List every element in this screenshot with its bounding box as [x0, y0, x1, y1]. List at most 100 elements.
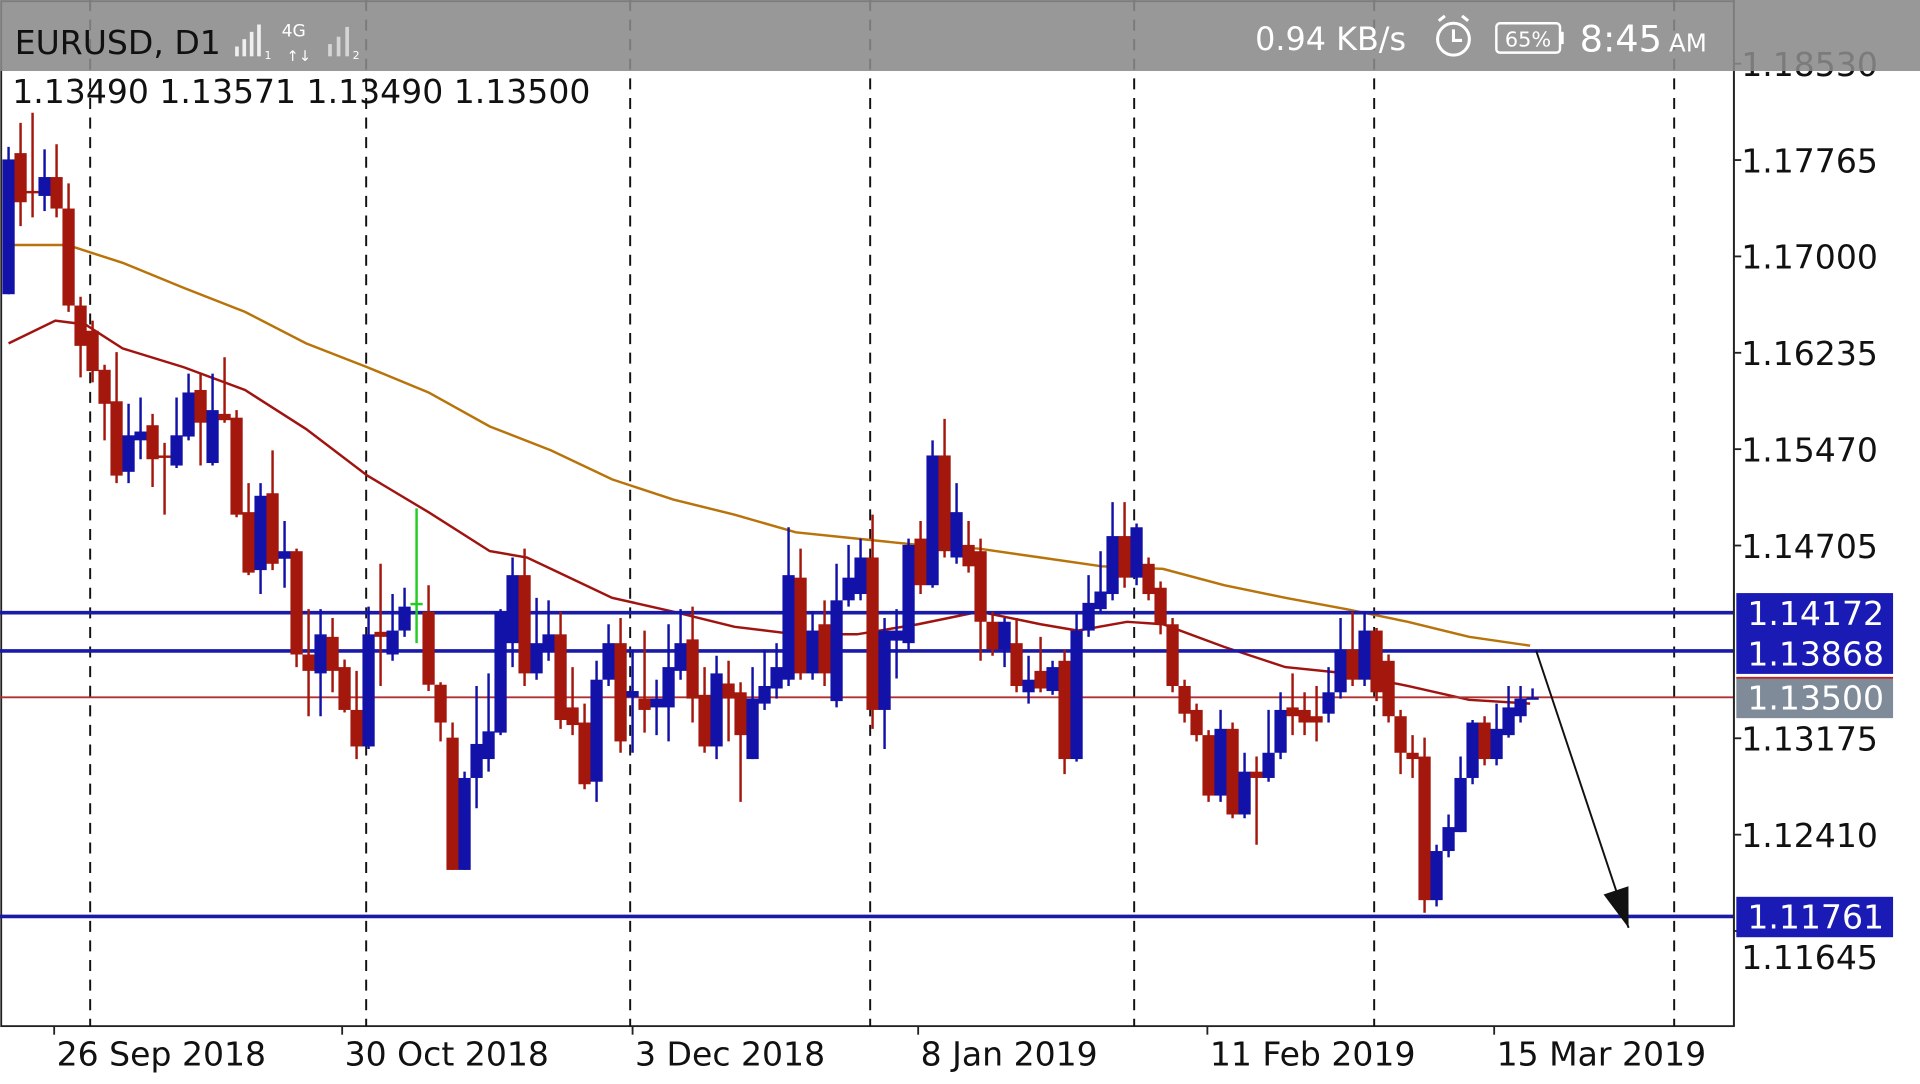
candle-body: [998, 621, 1011, 650]
candle-body: [458, 777, 471, 870]
candle-body: [422, 611, 435, 685]
candle-body: [446, 737, 459, 870]
clock-time: 8:45: [1580, 17, 1662, 60]
candle-body: [1058, 660, 1071, 760]
candle-body: [1082, 602, 1095, 631]
candle-body: [158, 455, 171, 458]
candle-body: [1178, 685, 1191, 714]
candle-body: [890, 630, 903, 641]
candle-body: [710, 673, 723, 747]
candle-body: [1478, 722, 1491, 760]
chart-symbol-title: EURUSD, D1: [15, 23, 221, 62]
candle-body: [530, 643, 543, 674]
candle-body: [626, 691, 639, 698]
candle-body: [242, 512, 255, 573]
network-type: 4G: [282, 22, 306, 42]
candle-body: [410, 602, 423, 606]
candle-body: [722, 683, 735, 699]
candle-body: [470, 743, 483, 778]
candle-body: [950, 512, 963, 558]
candle-body: [290, 551, 303, 655]
signal2-icon: [328, 26, 349, 57]
candle-body: [1286, 707, 1299, 717]
candle-body: [554, 634, 567, 721]
candle-body: [962, 544, 975, 567]
candle-body: [662, 667, 675, 708]
candle-body: [326, 636, 339, 671]
level-label: 1.11761: [1747, 898, 1884, 937]
candle-body: [266, 493, 279, 564]
candle-body: [1274, 709, 1287, 753]
candle-body: [494, 611, 507, 733]
candle-body: [1130, 527, 1143, 578]
candle-body: [1418, 756, 1431, 901]
candle-body: [1226, 728, 1239, 815]
candle-body: [590, 679, 603, 782]
candle-body: [674, 643, 687, 671]
sim1-label: 1: [264, 49, 271, 62]
price-tick-label: 1.15470: [1741, 430, 1878, 469]
candle-body: [314, 634, 327, 674]
trend-arrow[interactable]: [1535, 650, 1630, 929]
candle-body: [1010, 643, 1023, 686]
candle-body: [1394, 716, 1407, 753]
candle-body: [218, 413, 231, 421]
candle-body: [1334, 649, 1347, 693]
network-speed: 0.94 KB/s: [1255, 20, 1406, 58]
candle-body: [1490, 728, 1503, 760]
candle-body: [830, 600, 843, 702]
candle-body: [902, 544, 915, 644]
candle-body: [1190, 709, 1203, 736]
time-axis: 26 Sep 2018 30 Oct 2018 3 Dec 2018 8 Jan 20…: [53, 1026, 1706, 1073]
level-label-box: [1736, 633, 1894, 674]
sim2-label: 2: [353, 49, 360, 62]
time-tick-label: 26 Sep 2018: [57, 1034, 266, 1073]
candle-body: [926, 455, 939, 586]
price-tick-label: 1.16235: [1741, 334, 1878, 373]
candle-body: [566, 707, 579, 726]
candle-body: [770, 667, 783, 689]
candle-body: [602, 643, 615, 680]
candle-body: [734, 692, 747, 736]
candle-body: [1166, 624, 1179, 686]
period-separators: [89, 0, 1676, 1027]
clock-ampm: AM: [1669, 28, 1707, 57]
signal-icon: [235, 24, 261, 57]
candle-body: [1526, 697, 1539, 700]
candle-body: [278, 551, 291, 559]
candle-body: [62, 208, 75, 306]
candle-body: [1094, 591, 1107, 610]
candle-body: [122, 435, 135, 472]
candle-body: [2, 159, 15, 295]
candle-body: [938, 455, 951, 552]
right-axis-labels: 1.185301.177651.170001.162351.154701.147…: [1736, 45, 1894, 977]
time-tick-label: 30 Oct 2018: [345, 1034, 549, 1073]
price-tick-label: 1.14705: [1741, 527, 1878, 566]
slow-moving-average-line: [8, 243, 1531, 647]
candle-body: [74, 305, 87, 346]
candle-body: [1430, 851, 1443, 901]
arrow-head-icon: [1603, 886, 1629, 928]
candle-body: [1142, 563, 1155, 595]
current-price-label: 1.13500: [1747, 679, 1884, 718]
candle-body: [1370, 630, 1383, 693]
candle-body: [506, 575, 519, 644]
candle-body: [482, 731, 495, 760]
level-label-box: [1736, 593, 1894, 634]
candle-body: [1022, 679, 1035, 693]
candle-body: [1070, 630, 1083, 760]
current-price-label-box: [1736, 677, 1894, 719]
arrow-shaft[interactable]: [1535, 650, 1630, 929]
candle-body: [542, 634, 555, 652]
candle-body: [986, 621, 999, 650]
battery-percent: 65%: [1505, 28, 1551, 52]
level-label-box: [1736, 896, 1894, 938]
price-tick-label: 1.13175: [1741, 720, 1878, 759]
candle-body: [1514, 698, 1527, 717]
candle-body: [806, 630, 819, 674]
data-arrows-icon: ↑↓: [287, 48, 312, 65]
candle-body: [1202, 735, 1215, 796]
candle-body: [134, 431, 147, 441]
